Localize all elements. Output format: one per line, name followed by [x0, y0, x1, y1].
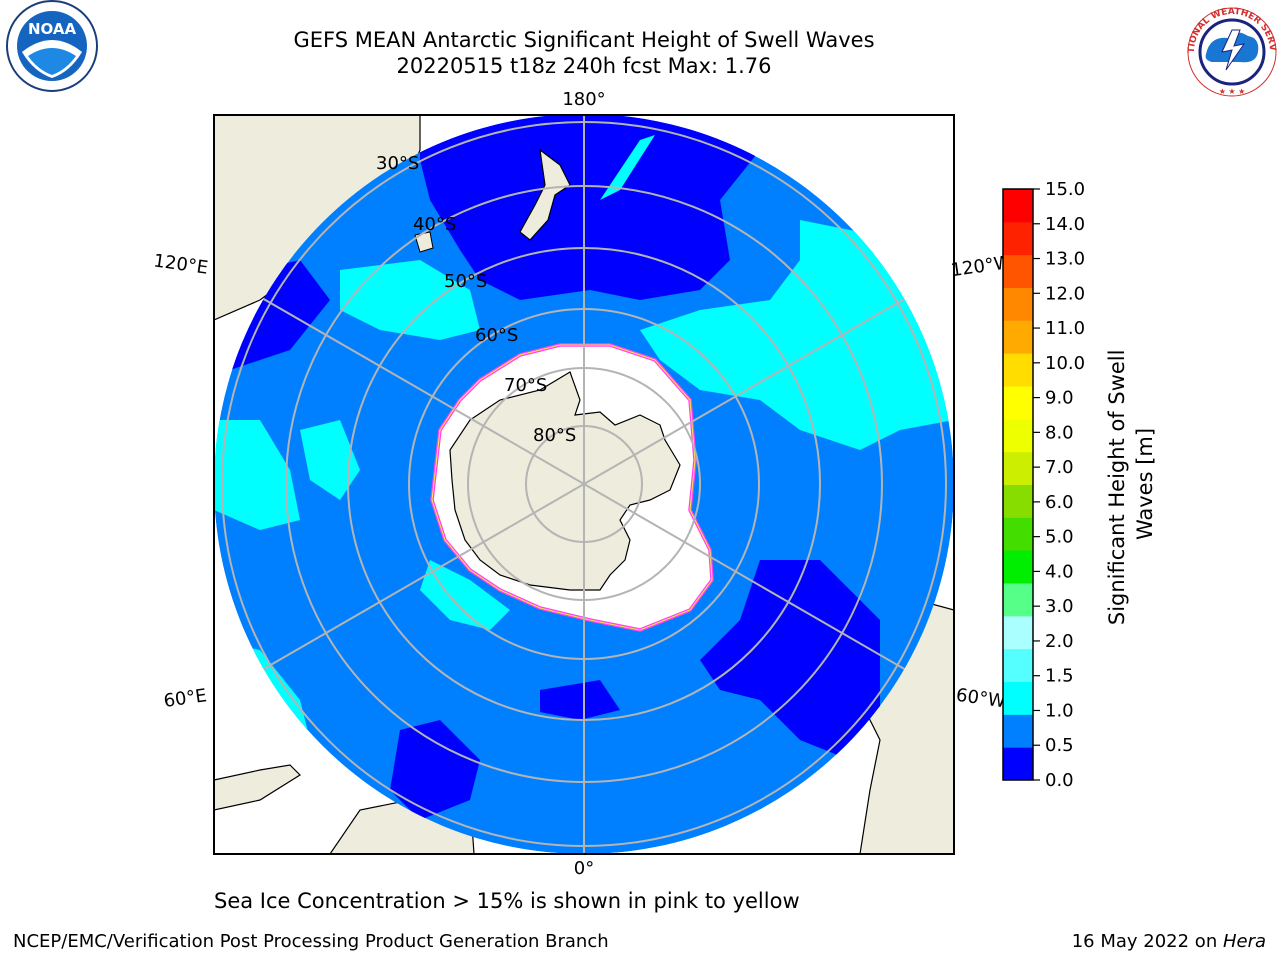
noaa-logo: NOAA [0, 0, 104, 100]
map-subtitle: 20220515 t18z 240h fcst Max: 1.76 [396, 54, 772, 78]
colorbar-segment [1003, 484, 1033, 518]
colorbar-segment [1003, 747, 1033, 781]
colorbar-tick-label: 0.0 [1045, 770, 1074, 791]
antarctica-landmass [449, 371, 681, 591]
colorbar-tick-label: 1.5 [1045, 666, 1074, 687]
colorbar-tick-label: 11.0 [1045, 318, 1085, 339]
footer-date: 16 May 2022 on Hera [1072, 931, 1266, 952]
lat-label-60s: 60°S [475, 325, 518, 346]
colorbar-segment [1003, 189, 1033, 223]
colorbar-tick-label: 9.0 [1045, 388, 1074, 409]
colorbar-segment [1003, 451, 1033, 485]
lat-label-80s: 80°S [533, 425, 576, 446]
lon-label-180: 180° [562, 89, 605, 110]
colorbar-segment [1003, 583, 1033, 617]
colorbar-segment [1003, 353, 1033, 387]
colorbar-tick-label: 0.5 [1045, 735, 1074, 756]
map-title: GEFS MEAN Antarctic Significant Height o… [293, 28, 875, 52]
colorbar-tick-label: 6.0 [1045, 492, 1074, 513]
colorbar-tick-label: 12.0 [1045, 283, 1085, 304]
colorbar-ticks: 15.0 14.0 13.0 12.0 11.0 10.0 9.0 8.0 7.0 6.0 5.0 4… [1033, 179, 1085, 791]
colorbar-tick-label: 8.0 [1045, 422, 1074, 443]
svg-text:Significant Height of Swell: Significant Height of Swell Waves [m] [1105, 343, 1157, 625]
colorbar-segment [1003, 386, 1033, 420]
footer-credit: NCEP/EMC/Verification Post Processing Pr… [13, 931, 609, 952]
colorbar-tick-label: 7.0 [1045, 457, 1074, 478]
colorbar-tick-label: 14.0 [1045, 214, 1085, 235]
lon-label-0: 0° [574, 858, 594, 879]
sea-ice-caption: Sea Ice Concentration > 15% is shown in … [214, 889, 800, 913]
colorbar-tick-label: 2.0 [1045, 631, 1074, 652]
colorbar-segment [1003, 254, 1033, 288]
lat-label-70s: 70°S [504, 375, 547, 396]
colorbar-segment [1003, 714, 1033, 748]
colorbar-segment [1003, 648, 1033, 682]
colorbar-segment [1003, 320, 1033, 354]
colorbar-segment [1003, 221, 1033, 256]
noaa-logo-text: NOAA [28, 20, 77, 38]
lat-label-30s: 30°S [376, 153, 419, 174]
lat-label-40s: 40°S [413, 214, 456, 235]
footer-host: Hera [1222, 931, 1266, 952]
colorbar-tick-label: 5.0 [1045, 527, 1074, 548]
colorbar-tick-label: 13.0 [1045, 249, 1085, 270]
colorbar-segment [1003, 550, 1033, 584]
colorbar-segment [1003, 287, 1033, 321]
colorbar-segment [1003, 418, 1033, 453]
colorbar-segment [1003, 681, 1033, 715]
footer-date-text: 16 May 2022 on [1071, 931, 1223, 952]
graticule [214, 115, 954, 854]
colorbar-frame [1002, 188, 1034, 781]
colorbar-segment [1003, 517, 1033, 551]
colorbar-tick-label: 1.0 [1045, 700, 1074, 721]
sea-ice-edge-yellow [431, 344, 713, 631]
colorbar-tick-label: 4.0 [1045, 561, 1074, 582]
lat-label-50s: 50°S [444, 271, 487, 292]
map-frame [213, 114, 955, 855]
colorbar-tick-label: 15.0 [1045, 179, 1085, 200]
svg-text:★ ★ ★: ★ ★ ★ [1219, 87, 1246, 96]
high-swell-regions [214, 135, 954, 740]
colorbar-label-line1: Significant Height of Swell [1105, 350, 1129, 626]
colorbar-label-line2: Waves [m] [1133, 428, 1157, 540]
nws-logo: NATIONAL WEATHER SERVICE ★ ★ ★ [1172, 0, 1280, 100]
colorbar-tick-label: 3.0 [1045, 596, 1074, 617]
new-zealand [519, 148, 571, 241]
colorbar-tick-label: 10.0 [1045, 353, 1085, 374]
colorbar-segments [1003, 189, 1033, 781]
colorbar-segment [1003, 615, 1033, 650]
